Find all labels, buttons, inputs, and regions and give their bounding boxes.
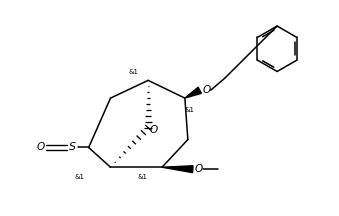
Text: O: O: [150, 125, 158, 135]
Text: O: O: [203, 85, 211, 95]
Text: &1: &1: [128, 70, 138, 75]
Text: S: S: [69, 143, 76, 152]
Text: O: O: [195, 164, 203, 174]
Polygon shape: [185, 87, 201, 98]
Text: O: O: [37, 143, 45, 152]
Text: &1: &1: [137, 174, 147, 180]
Polygon shape: [162, 166, 193, 173]
Text: &1: &1: [75, 174, 85, 180]
Text: &1: &1: [185, 107, 195, 113]
